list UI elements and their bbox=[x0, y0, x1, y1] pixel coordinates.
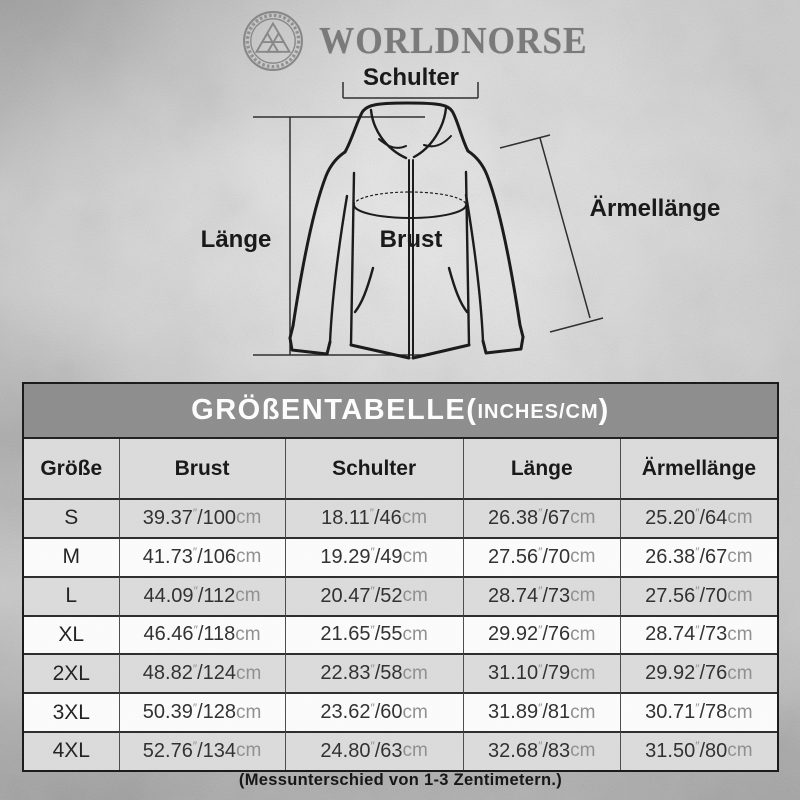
brand-name: WORLDNORSE bbox=[318, 20, 588, 62]
aermellaenge-cell: 28.74 ″/73 cm bbox=[619, 614, 777, 654]
schulter-cell: 24.80 ″/63 cm bbox=[284, 731, 463, 770]
table-title-close: ) bbox=[598, 394, 610, 426]
brust-cell: 52.76 ″/134 cm bbox=[118, 731, 285, 770]
schulter-cell: 23.62 ″/60 cm bbox=[284, 692, 463, 732]
brust-cell: 50.39 ″/128 cm bbox=[118, 692, 285, 732]
col-header-laenge: Länge bbox=[462, 439, 620, 498]
table-title: GRÖßENTABELLE(INCHES/CM) bbox=[24, 384, 777, 439]
table-row-4xl: 4XL 52.76 ″/134 cm 24.80 ″/63 cm 32.68 ″/83 cm… bbox=[24, 731, 777, 770]
table-row-xl: XL 46.46 ″/118 cm 21.65 ″/55 cm 29.92 ″/76 cm … bbox=[24, 614, 777, 654]
table-row-3xl: 3XL 50.39 ″/128 cm 23.62 ″/60 cm 31.89 ″/81 cm… bbox=[24, 692, 777, 732]
table-row-2xl: 2XL 48.82 ″/124 cm 22.83 ″/58 cm 31.10 ″/79 cm… bbox=[24, 653, 777, 693]
laenge-cell: 27.56 ″/70 cm bbox=[462, 536, 620, 576]
brust-cell: 39.37 ″/100 cm bbox=[118, 498, 285, 537]
brust-cell: 41.73 ″/106 cm bbox=[118, 536, 285, 576]
laenge-cell: 31.10 ″/79 cm bbox=[462, 653, 620, 693]
table-row-l: L 44.09 ″/112 cm 20.47 ″/52 cm 28.74 ″/73 cm 2… bbox=[24, 575, 777, 615]
label-schulter: Schulter bbox=[362, 64, 460, 91]
size-cell: L bbox=[24, 575, 119, 615]
measurement-note: (Messunterschied von 1-3 Zentimetern.) bbox=[238, 771, 563, 789]
schulter-cell: 22.83 ″/58 cm bbox=[284, 653, 463, 693]
laenge-cell: 28.74 ″/73 cm bbox=[462, 575, 620, 615]
aermellaenge-cell: 25.20 ″/64 cm bbox=[619, 498, 777, 537]
size-table: GRÖßENTABELLE(INCHES/CM) Größe Brust Sch… bbox=[22, 382, 779, 772]
measurement-lines bbox=[253, 82, 604, 356]
aermellaenge-cell: 27.56 ″/70 cm bbox=[619, 575, 777, 615]
col-header-groesse: Größe bbox=[40, 456, 103, 480]
schulter-cell: 18.11 ″/46 cm bbox=[284, 498, 463, 537]
table-row-s: S 39.37 ″/100 cm 18.11 ″/46 cm 26.38 ″/67 cm 2… bbox=[24, 498, 777, 537]
col-header-schulter: Schulter bbox=[284, 439, 463, 498]
size-cell: 3XL bbox=[24, 692, 119, 731]
size-cell: XL bbox=[24, 614, 119, 654]
schulter-cell: 21.65 ″/55 cm bbox=[284, 614, 463, 654]
schulter-cell: 20.47 ″/52 cm bbox=[284, 575, 463, 615]
laenge-cell: 26.38 ″/67 cm bbox=[462, 498, 620, 537]
size-cell: 2XL bbox=[24, 653, 119, 692]
aermellaenge-cell: 29.92 ″/76 cm bbox=[619, 653, 777, 693]
table-row-m: M 41.73 ″/106 cm 19.29 ″/49 cm 27.56 ″/70 cm 2… bbox=[24, 536, 777, 576]
aermellaenge-cell: 26.38 ″/67 cm bbox=[619, 536, 777, 576]
laenge-cell: 31.89 ″/81 cm bbox=[462, 692, 620, 732]
size-cell: 4XL bbox=[24, 731, 119, 770]
brust-cell: 44.09 ″/112 cm bbox=[118, 575, 285, 615]
table-header-row: Größe Brust Schulter Länge Ärmellänge bbox=[24, 439, 777, 498]
size-cell: S bbox=[24, 498, 119, 537]
col-header-aermellaenge: Ärmellänge bbox=[619, 439, 777, 498]
size-cell: M bbox=[24, 536, 119, 576]
laenge-cell: 29.92 ″/76 cm bbox=[462, 614, 620, 654]
aermellaenge-cell: 31.50 ″/80 cm bbox=[619, 731, 777, 770]
aermellaenge-cell: 30.71 ″/78 cm bbox=[619, 692, 777, 732]
label-aermellaenge: Ärmellänge bbox=[589, 195, 721, 222]
col-header-brust: Brust bbox=[118, 439, 285, 498]
table-title-main: GRÖßENTABELLE( bbox=[191, 394, 478, 426]
schulter-cell: 19.29 ″/49 cm bbox=[284, 536, 463, 576]
brust-cell: 48.82 ″/124 cm bbox=[118, 653, 285, 693]
label-brust: Brust bbox=[379, 226, 443, 253]
table-title-unit: INCHES/CM bbox=[477, 401, 599, 423]
label-laenge: Länge bbox=[200, 226, 272, 253]
brust-cell: 46.46 ″/118 cm bbox=[118, 614, 285, 654]
laenge-cell: 32.68 ″/83 cm bbox=[462, 731, 620, 770]
